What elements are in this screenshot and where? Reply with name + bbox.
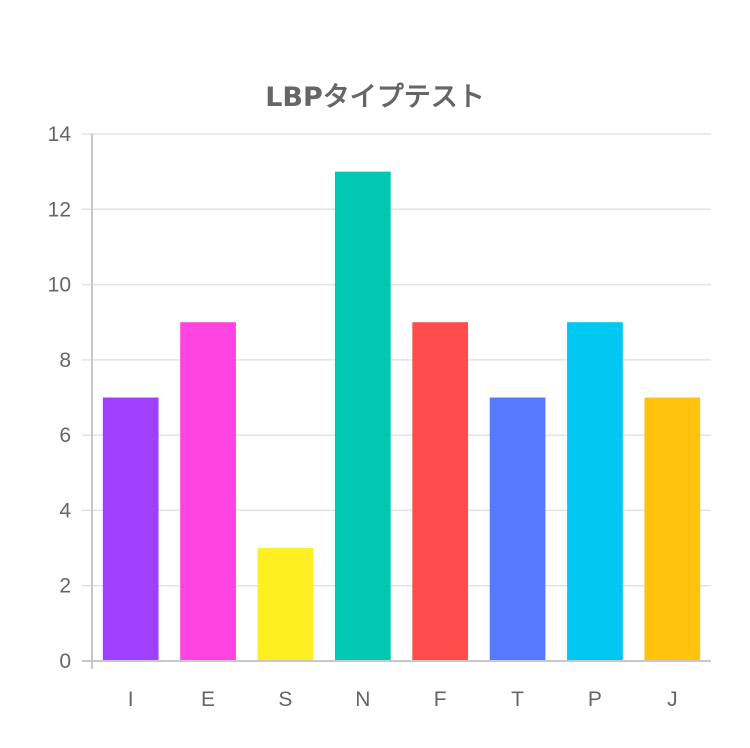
bar-e (180, 322, 236, 661)
y-tick-label: 4 (59, 499, 71, 522)
bar-t (489, 397, 546, 661)
y-tick-label: 14 (48, 123, 72, 146)
chart-title: LBPタイプテスト (265, 82, 485, 113)
axes (82, 134, 711, 669)
y-tick-label: 6 (59, 424, 71, 447)
x-tick-label-e: E (201, 688, 215, 711)
y-tick-label: 12 (48, 198, 71, 221)
y-tick-label: 10 (48, 274, 71, 297)
bar-n (334, 171, 391, 661)
y-tick-label: 0 (59, 650, 71, 673)
y-tick-label: 2 (59, 575, 71, 598)
x-tick-label-f: F (434, 688, 447, 711)
bar-i (102, 397, 159, 661)
x-tick-label-t: T (511, 688, 524, 711)
x-tick-label-s: S (278, 688, 292, 711)
x-tick-label-j: J (667, 688, 678, 711)
x-tick-label-i: I (128, 688, 134, 711)
bar-p (567, 322, 623, 661)
x-tick-label-p: P (588, 688, 602, 711)
x-tick-label-n: N (355, 688, 370, 711)
bar-f (412, 322, 469, 661)
bar-s (257, 548, 314, 661)
y-tick-label: 8 (59, 349, 71, 372)
y-tick-labels: 0 2 4 6 8 10 12 14 (48, 123, 72, 673)
bar-j (644, 397, 701, 661)
bars (102, 171, 701, 661)
